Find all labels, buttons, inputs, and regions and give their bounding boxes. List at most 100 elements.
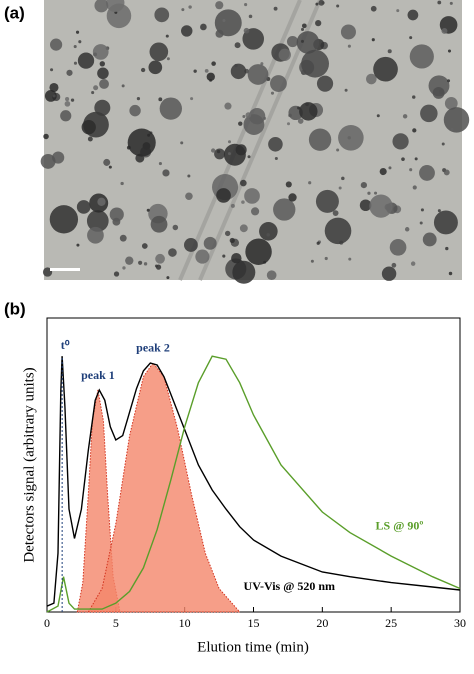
particle bbox=[316, 241, 320, 245]
particle bbox=[370, 5, 377, 12]
particle bbox=[318, 0, 325, 6]
particle bbox=[230, 203, 235, 208]
particle bbox=[73, 61, 78, 65]
particle bbox=[158, 97, 163, 102]
particle bbox=[344, 88, 348, 92]
x-axis-label: Elution time (min) bbox=[197, 639, 309, 655]
particle bbox=[247, 64, 269, 85]
particle bbox=[50, 68, 54, 72]
particle bbox=[50, 38, 63, 51]
particle bbox=[231, 252, 242, 264]
particle bbox=[49, 205, 79, 234]
particle bbox=[75, 30, 80, 34]
scale-bar bbox=[50, 268, 80, 271]
particle bbox=[94, 99, 111, 116]
particle bbox=[324, 256, 328, 261]
particle bbox=[348, 257, 352, 261]
particle bbox=[409, 36, 413, 40]
particle bbox=[203, 236, 217, 250]
particle bbox=[162, 169, 170, 177]
particle bbox=[52, 94, 56, 98]
particle bbox=[301, 27, 305, 31]
particle bbox=[412, 185, 417, 190]
particle bbox=[248, 14, 253, 19]
particle bbox=[244, 3, 248, 7]
particle bbox=[367, 191, 371, 195]
particle bbox=[285, 181, 292, 188]
x-tick-label: 0 bbox=[44, 616, 50, 630]
particle bbox=[127, 128, 156, 157]
particle bbox=[270, 91, 275, 95]
particle bbox=[87, 136, 93, 142]
particle bbox=[296, 31, 320, 54]
particle bbox=[97, 197, 106, 206]
particle bbox=[215, 29, 224, 38]
particle bbox=[273, 6, 278, 11]
particle bbox=[443, 107, 470, 133]
particle bbox=[245, 112, 252, 119]
particle bbox=[374, 191, 378, 195]
particle bbox=[99, 61, 105, 67]
particle bbox=[301, 23, 307, 29]
particle bbox=[286, 122, 291, 126]
particle bbox=[412, 128, 417, 133]
particle bbox=[42, 267, 53, 277]
y-axis-label: Detectors signal (arbitrary units) bbox=[21, 367, 37, 562]
x-tick-label: 5 bbox=[113, 616, 119, 630]
particle bbox=[247, 155, 251, 159]
particle bbox=[49, 82, 59, 93]
particle bbox=[78, 40, 82, 44]
particle bbox=[105, 0, 125, 13]
series-label: peak 1 bbox=[81, 368, 115, 382]
particle bbox=[239, 224, 248, 233]
particle bbox=[87, 226, 104, 244]
particle bbox=[437, 0, 442, 5]
particle bbox=[419, 221, 423, 225]
particle bbox=[242, 28, 265, 50]
series-label: LS @ 90º bbox=[376, 518, 424, 532]
particle bbox=[93, 85, 99, 91]
particle bbox=[204, 69, 209, 73]
particle bbox=[443, 169, 450, 176]
particle bbox=[274, 157, 278, 161]
particle bbox=[409, 168, 413, 172]
particle bbox=[315, 2, 319, 6]
particle bbox=[444, 96, 458, 110]
particle bbox=[44, 90, 57, 102]
particle bbox=[338, 124, 364, 151]
particle bbox=[419, 164, 435, 181]
particle bbox=[92, 44, 109, 60]
particle bbox=[404, 227, 410, 232]
particle bbox=[211, 148, 216, 153]
particle bbox=[108, 165, 112, 169]
particle bbox=[193, 69, 197, 73]
particle bbox=[190, 97, 194, 101]
particle bbox=[120, 181, 124, 186]
particle bbox=[270, 75, 287, 92]
particle bbox=[138, 260, 143, 265]
particle bbox=[181, 8, 185, 12]
x-tick-label: 15 bbox=[248, 616, 260, 630]
particle bbox=[229, 237, 235, 244]
particle bbox=[379, 167, 387, 176]
particle bbox=[340, 24, 356, 40]
particle bbox=[119, 234, 127, 242]
particle bbox=[407, 9, 419, 21]
particle bbox=[450, 128, 454, 132]
particle bbox=[215, 1, 224, 10]
particle bbox=[299, 102, 318, 121]
particle bbox=[259, 221, 278, 241]
particle bbox=[227, 140, 231, 144]
particle bbox=[266, 270, 277, 281]
particle bbox=[387, 49, 392, 54]
x-tick-label: 30 bbox=[454, 616, 466, 630]
particle bbox=[449, 1, 453, 5]
particle bbox=[300, 39, 304, 43]
particle bbox=[341, 176, 345, 181]
particle bbox=[214, 9, 242, 37]
particle bbox=[94, 0, 109, 13]
particle bbox=[310, 259, 314, 263]
particle bbox=[216, 188, 231, 203]
particle bbox=[65, 97, 70, 102]
particle bbox=[187, 174, 191, 178]
